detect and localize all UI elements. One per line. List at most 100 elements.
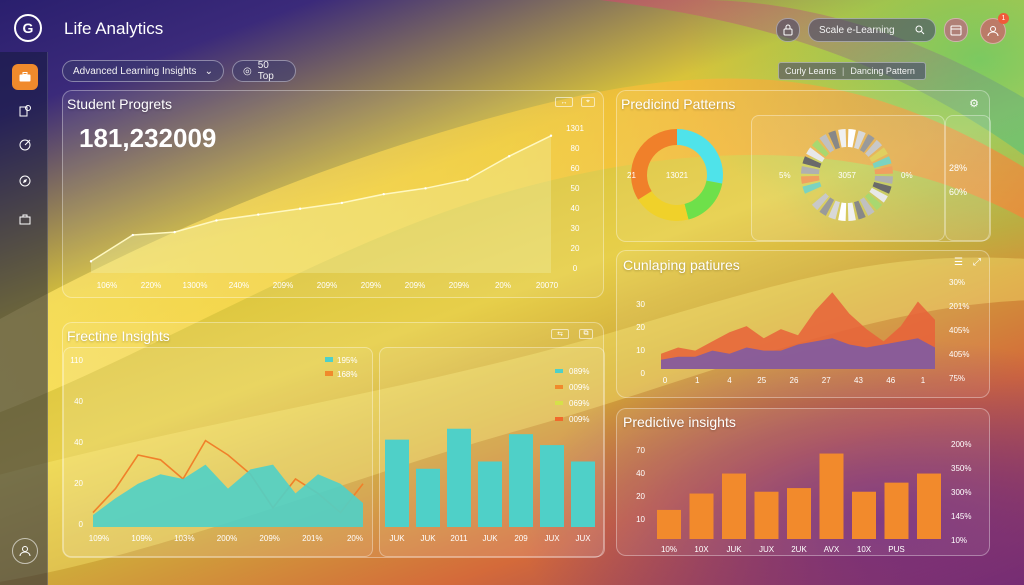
segment-ring-slice — [859, 197, 875, 216]
cumulative-right-tick: 75% — [949, 374, 965, 383]
toggle-icon[interactable]: ⇆ — [551, 329, 569, 339]
segment-ring-slice — [801, 166, 820, 175]
freetime-bar-x-tick: 2011 — [450, 534, 468, 543]
progress-x-tick: 209% — [361, 281, 381, 290]
segment-divider: | — [842, 66, 845, 76]
cumulative-x-tick: 27 — [822, 376, 831, 385]
insights-dropdown[interactable]: Advanced Learning Insights ⌄ — [62, 60, 224, 82]
progress-point — [466, 178, 469, 181]
cumulative-y-tick: 0 — [641, 369, 646, 378]
freetime-bar-x-tick: JUK — [420, 534, 436, 543]
segment-ring-slice — [872, 182, 892, 194]
cumulative-right-tick: 405% — [949, 326, 969, 335]
segment-curly-learns[interactable]: Curly Learns — [785, 66, 837, 76]
progress-x-tick: 209% — [273, 281, 293, 290]
predictive-right-tick: 300% — [951, 488, 971, 497]
predictive-bar — [852, 491, 876, 539]
compass-icon — [19, 175, 31, 187]
avatar-icon — [987, 26, 999, 37]
document-icon — [19, 105, 31, 117]
bar-legend-label: 009% — [569, 415, 589, 424]
predictive-bar — [722, 473, 746, 539]
freetime-bar — [509, 434, 533, 527]
calendar-button[interactable] — [944, 18, 968, 42]
segment-ring-slice — [806, 147, 825, 163]
app-logo-icon[interactable]: G — [14, 14, 42, 42]
progress-x-tick: 209% — [405, 281, 425, 290]
pin-icon[interactable]: ⌖ — [581, 97, 595, 107]
predictive-insights-panel: Predictive insights 70 40 20 10 10% 10X JUK JUX… — [616, 408, 990, 556]
sidebar-item-goals[interactable] — [12, 132, 38, 158]
lock-icon-button[interactable] — [776, 18, 800, 42]
freetime-bar — [478, 461, 502, 527]
sidebar-item-library[interactable] — [12, 206, 38, 232]
view-toggle[interactable]: Curly Learns | Dancing Pattern — [778, 62, 926, 80]
donut2-right-label: 0% — [901, 171, 913, 180]
side-value-1: 28% — [949, 163, 968, 173]
predictive-bar — [657, 509, 681, 539]
progress-point — [173, 230, 176, 234]
progress-point — [215, 219, 218, 222]
settings-icon[interactable]: ⚙ — [969, 98, 979, 110]
expand-icon[interactable]: ↔ — [555, 97, 573, 107]
cumulative-patterns-title: Cunlaping patiures — [623, 257, 740, 273]
freetime-bar — [385, 439, 409, 527]
freetime-x-tick: 109% — [89, 534, 109, 543]
progress-x-tick: 20% — [495, 281, 511, 290]
segment-ring-slice — [869, 147, 888, 163]
predictive-bar — [917, 473, 941, 539]
cumulative-y-tick: 20 — [636, 323, 645, 332]
bar-legend-label: 089% — [569, 367, 589, 376]
freetime-y-tick: 20 — [74, 479, 83, 488]
freetime-x-tick: 103% — [174, 534, 194, 543]
segment-ring-slice — [874, 175, 893, 184]
segment-ring-slice — [801, 175, 820, 184]
freetime-insights-panel: Frectine Insights ⇆ ⧉ 110 40 40 20 0 109% 109%… — [62, 322, 605, 558]
progress-x-tick: 209% — [317, 281, 337, 290]
progress-point — [131, 233, 135, 237]
donut1-center-label: 13021 — [666, 171, 689, 180]
freetime-legend-label: 168% — [337, 370, 357, 379]
cumulative-x-tick: 25 — [757, 376, 766, 385]
freetime-bar — [540, 445, 564, 527]
copy-icon[interactable]: ⧉ — [579, 329, 593, 339]
user-icon — [19, 546, 31, 557]
donut-subpanel — [751, 115, 945, 241]
menu-icon[interactable]: ☰ — [954, 257, 963, 268]
predicting-donut-charts: 13021 21 3057 5% 0% — [627, 129, 913, 221]
donut-slice — [677, 129, 723, 184]
cumulative-x-tick: 1 — [921, 376, 926, 385]
search-bar[interactable]: Scale e-Learning — [808, 18, 936, 42]
predictive-y-tick: 20 — [636, 492, 645, 501]
predictive-x-tick: 10X — [694, 545, 709, 554]
freetime-y-tick: 110 — [70, 356, 83, 365]
segment-ring-slice — [859, 134, 875, 153]
predictive-bar — [787, 488, 811, 539]
segment-ring-slice — [819, 197, 835, 216]
progress-point — [424, 187, 427, 190]
sidebar-item-explore[interactable] — [12, 168, 38, 194]
cumulative-area-series — [661, 338, 935, 369]
predictive-y-tick: 10 — [636, 515, 645, 524]
sidebar-item-dashboard[interactable] — [12, 64, 38, 90]
progress-point — [340, 201, 344, 205]
resize-icon[interactable]: ⤢ — [973, 257, 981, 268]
donut-slice — [684, 180, 723, 220]
progress-y-tick: 40 — [571, 204, 580, 213]
bar-legend-swatch — [555, 385, 563, 389]
segment-ring-slice — [869, 187, 888, 203]
segment-ring-slice — [811, 139, 829, 157]
segment-dancing-pattern[interactable]: Dancing Pattern — [850, 66, 915, 76]
freetime-legend-label: 195% — [337, 356, 357, 365]
top-bar: G Life Analytics Scale e-Learning 1 — [0, 0, 1024, 52]
cumulative-right-tick: 405% — [949, 350, 969, 359]
cumulative-area-chart: 30 20 10 0 0 1 4 25 26 27 43 46 1 30% 201% 405% 405% 75% — [636, 278, 969, 385]
donut1-left-label: 21 — [627, 171, 636, 180]
sidebar-item-documents[interactable] — [12, 98, 38, 124]
predictive-x-tick: PUS — [888, 545, 904, 554]
segment-ring-slice — [828, 130, 840, 150]
segment-ring-slice — [806, 187, 825, 203]
progress-x-tick: 1300% — [183, 281, 208, 290]
filter-button[interactable]: ◎ 50 Top — [232, 60, 296, 82]
sidebar-item-profile[interactable] — [12, 538, 38, 564]
